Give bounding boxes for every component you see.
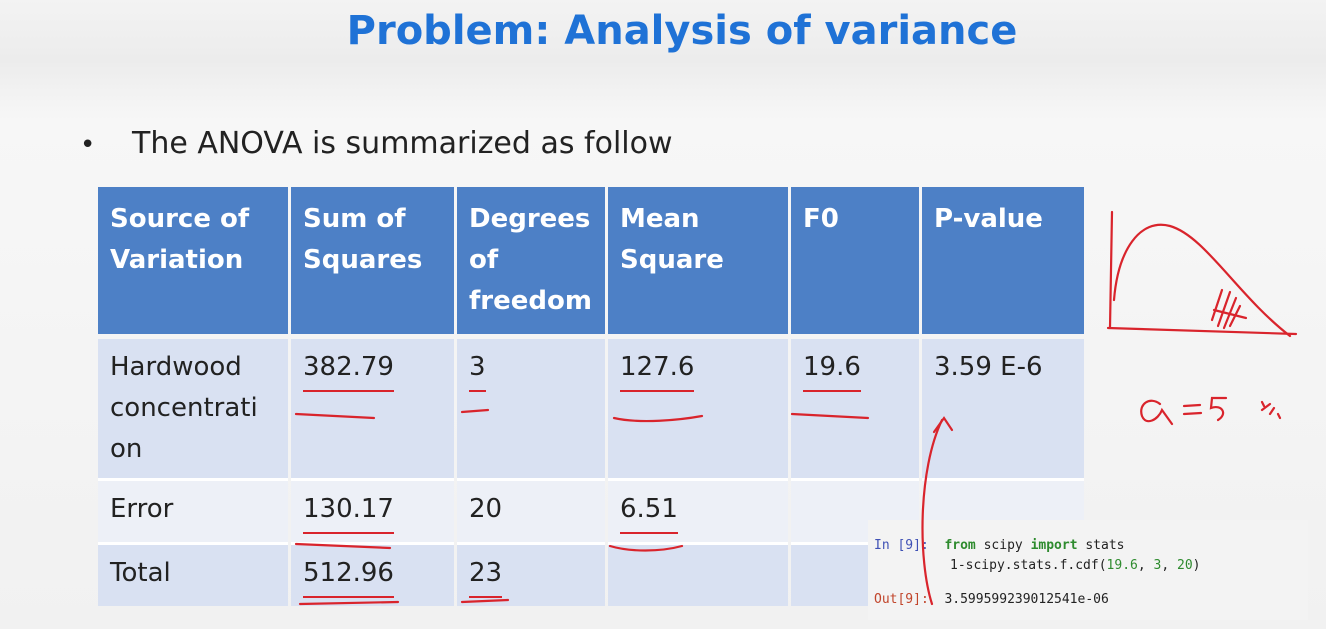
equals-glyph-ink — [1182, 403, 1203, 416]
underline-ms-1 — [612, 414, 704, 423]
arrow-head-ink — [932, 416, 954, 434]
tail-shading-ink — [1210, 288, 1248, 330]
axis-horizontal-ink — [1106, 326, 1298, 336]
cell-df: 23 — [457, 545, 605, 606]
header-f0: F0 — [791, 187, 919, 339]
bullet-text: • The ANOVA is summarized as follow — [80, 126, 673, 161]
underline-df-3 — [460, 598, 510, 604]
anova-table: Source of Variation Sum of Squares Degrees… — [95, 187, 1087, 606]
header-source: Source of Variation — [98, 187, 288, 339]
percent-glyph-ink — [1260, 400, 1282, 420]
cell-f0: 19.6 — [791, 339, 919, 481]
underline-ss-1 — [294, 412, 376, 420]
underline-ms-2 — [608, 544, 684, 552]
code-output-line: Out[9]: 3.599599239012541e-06 — [874, 592, 1109, 607]
arrow-line-ink — [921, 418, 944, 606]
density-curve-ink — [1112, 223, 1292, 338]
cell-df: 20 — [457, 481, 605, 545]
code-input-line-1: In [9]: from scipy import stats — [874, 538, 1125, 553]
cell-ms: 6.51 — [608, 481, 788, 545]
cell-source: Error — [98, 481, 288, 545]
bullet-label: The ANOVA is summarized as follow — [132, 126, 673, 161]
alpha-glyph-ink — [1140, 399, 1174, 426]
underline-f0-1 — [790, 412, 870, 420]
cell-p: 3.59 E-6 — [922, 339, 1084, 481]
header-p-value: P-value — [922, 187, 1084, 339]
cell-ss: 512.96 — [291, 545, 454, 606]
code-input-line-2: 1-scipy.stats.f.cdf(19.6, 3, 20) — [950, 558, 1201, 573]
cell-ms: 127.6 — [608, 339, 788, 481]
code-cell: In [9]: from scipy import stats 1-scipy.… — [868, 520, 1308, 620]
bullet-dot-icon: • — [80, 130, 96, 160]
cell-ss: 382.79 — [291, 339, 454, 481]
header-sum-of-squares: Sum of Squares — [291, 187, 454, 339]
cell-ms — [608, 545, 788, 606]
slide-title: Problem: Analysis of variance — [346, 8, 1018, 54]
axis-vertical-ink — [1108, 210, 1114, 330]
cell-ss: 130.17 — [291, 481, 454, 545]
header-mean-square: Mean Square — [608, 187, 788, 339]
cell-source: Hardwood concentrati on — [98, 339, 288, 481]
table-header-row: Source of Variation Sum of Squares Degrees… — [98, 187, 1084, 339]
underline-ss-3 — [298, 600, 400, 606]
underline-df-1 — [460, 408, 490, 414]
header-degrees-of-freedom: Degrees of freedom — [457, 187, 605, 339]
table-row: Error 130.17 20 6.51 — [98, 481, 1084, 545]
underline-ss-2 — [294, 542, 392, 550]
table-row: Hardwood concentrati on 382.79 3 127.6 19.… — [98, 339, 1084, 481]
cell-source: Total — [98, 545, 288, 606]
cell-f0 — [791, 481, 919, 545]
cell-df: 3 — [457, 339, 605, 481]
five-glyph-ink — [1209, 396, 1228, 422]
